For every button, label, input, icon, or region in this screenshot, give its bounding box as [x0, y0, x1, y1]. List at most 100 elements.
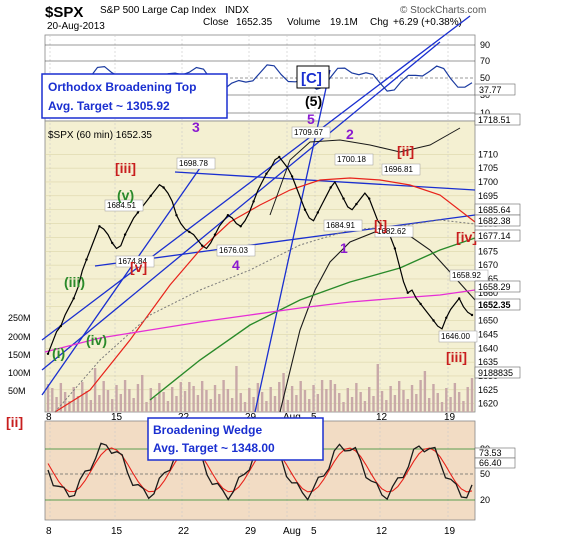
- volume-bar: [368, 387, 371, 412]
- wave-labels: 3 [iii] (v) [v] (iii) (iv) (i) 4 5 2 [ii] 1 [i] [iv] […: [6, 111, 477, 430]
- volume-bar: [415, 394, 418, 412]
- y-tick-label: 1650: [478, 316, 498, 326]
- volume-tick-label: 50M: [8, 386, 26, 396]
- wave-label-green: (v): [117, 187, 134, 203]
- osc-tick-label: 50: [480, 469, 490, 479]
- right-axis-label: 1658.29: [478, 282, 511, 292]
- price-point: [252, 200, 255, 203]
- volume-bar: [402, 390, 405, 412]
- volume-bar: [457, 392, 461, 412]
- volume-bar: [218, 394, 221, 412]
- right-label-box: [474, 298, 521, 311]
- price-point: [265, 172, 268, 175]
- volume-bar: [290, 386, 294, 412]
- volume-bar: [295, 395, 298, 412]
- ma-green-line: [149, 237, 476, 401]
- volume-bar: [188, 382, 191, 412]
- volume-bar: [470, 378, 474, 412]
- x-tick-label-bottom: 5: [311, 526, 317, 537]
- orthodox-box-line1: Orthodox Broadening Top: [48, 80, 196, 94]
- volume-bar: [46, 384, 50, 412]
- volume-bar: [175, 396, 178, 412]
- wedge-box-line1: Broadening Wedge: [153, 423, 262, 437]
- price-point: [46, 352, 50, 355]
- volume-bar: [453, 383, 457, 412]
- y-tick-label: 1645: [478, 329, 498, 339]
- volume-bar: [119, 394, 123, 412]
- right-label-box: [474, 214, 521, 227]
- moving-averages: [44, 127, 476, 413]
- volume-bar: [59, 383, 63, 412]
- volume-bar: [248, 388, 251, 412]
- y-tick-label: 1670: [478, 260, 498, 270]
- volume-bar: [222, 380, 225, 412]
- wave-label-green: (iii): [64, 274, 85, 290]
- price-point: [188, 230, 191, 234]
- volume-bar: [282, 373, 285, 412]
- right-label-box: [474, 113, 521, 126]
- right-label-box: [474, 366, 521, 379]
- price-annotation: 1682.62: [377, 227, 406, 236]
- annotation-box: [291, 126, 331, 139]
- volume-bar: [376, 364, 379, 412]
- volume-bar: [196, 395, 200, 412]
- orthodox-box-line2: Avg. Target ~ 1305.92: [48, 99, 170, 113]
- volume-bar: [432, 384, 435, 412]
- volume-bar: [380, 391, 384, 412]
- volume-bar: [445, 388, 448, 412]
- volume-bar: [423, 371, 427, 412]
- annotation-box: [104, 199, 144, 212]
- price-point: [342, 197, 345, 200]
- wave-label-red: [i]: [374, 217, 387, 233]
- trendline-mid: [41, 41, 441, 371]
- price-point: [239, 225, 242, 228]
- symbol-title: $SPX: [45, 4, 83, 21]
- osc-value-1: 73.53: [479, 448, 502, 458]
- annotation-box: [176, 157, 216, 170]
- volume-bar: [359, 392, 362, 412]
- price-point: [303, 208, 307, 211]
- top-tick-label: 90: [480, 40, 490, 50]
- volume-bar: [449, 397, 452, 412]
- y-tick-label: 1620: [478, 399, 498, 409]
- osc-value-2: 66.40: [479, 458, 502, 468]
- volume-bar: [273, 396, 277, 412]
- volume-bar: [265, 401, 268, 412]
- volume-bar: [406, 399, 409, 412]
- volume-bar: [260, 392, 264, 412]
- volume-bar: [141, 375, 144, 412]
- volume-bar: [333, 384, 337, 412]
- index-name: S&P 500 Large Cap Index: [100, 5, 216, 16]
- volume-bar: [325, 389, 328, 412]
- exchange-label: INDX: [225, 5, 249, 16]
- price-point: [316, 211, 319, 214]
- volume-bar: [153, 397, 157, 412]
- volume-bar: [239, 393, 242, 412]
- volume-bar: [200, 381, 204, 412]
- y-tick-label: 1660: [478, 288, 498, 298]
- volume-bar: [85, 391, 88, 412]
- y-tick-label: 1635: [478, 357, 498, 367]
- annotation-box: [438, 330, 478, 343]
- x-tick-label-bottom: 15: [111, 526, 123, 537]
- annotation-box: [115, 255, 155, 268]
- volume-bar: [269, 387, 272, 412]
- volume-bar: [397, 381, 401, 412]
- volume-bar: [286, 400, 290, 412]
- volume-bar: [132, 398, 135, 412]
- volume-tick-label: 100M: [8, 368, 31, 378]
- price-point: [278, 155, 281, 159]
- top-panel-value: 37.77: [479, 85, 502, 95]
- price-point: [368, 197, 371, 200]
- volume-tick-label: 200M: [8, 332, 31, 342]
- volume-bar: [338, 393, 341, 412]
- wave-label-red: [iii]: [115, 160, 136, 176]
- top-value-box: [474, 83, 516, 96]
- volume-tick-label: 150M: [8, 350, 31, 360]
- price-point: [419, 302, 422, 306]
- price-annotation: 1676.03: [219, 246, 248, 255]
- volume-bar: [93, 368, 97, 412]
- volume-bar: [329, 380, 332, 412]
- ma-pink-line: [44, 289, 476, 353]
- volume-tick-label: 250M: [8, 313, 31, 323]
